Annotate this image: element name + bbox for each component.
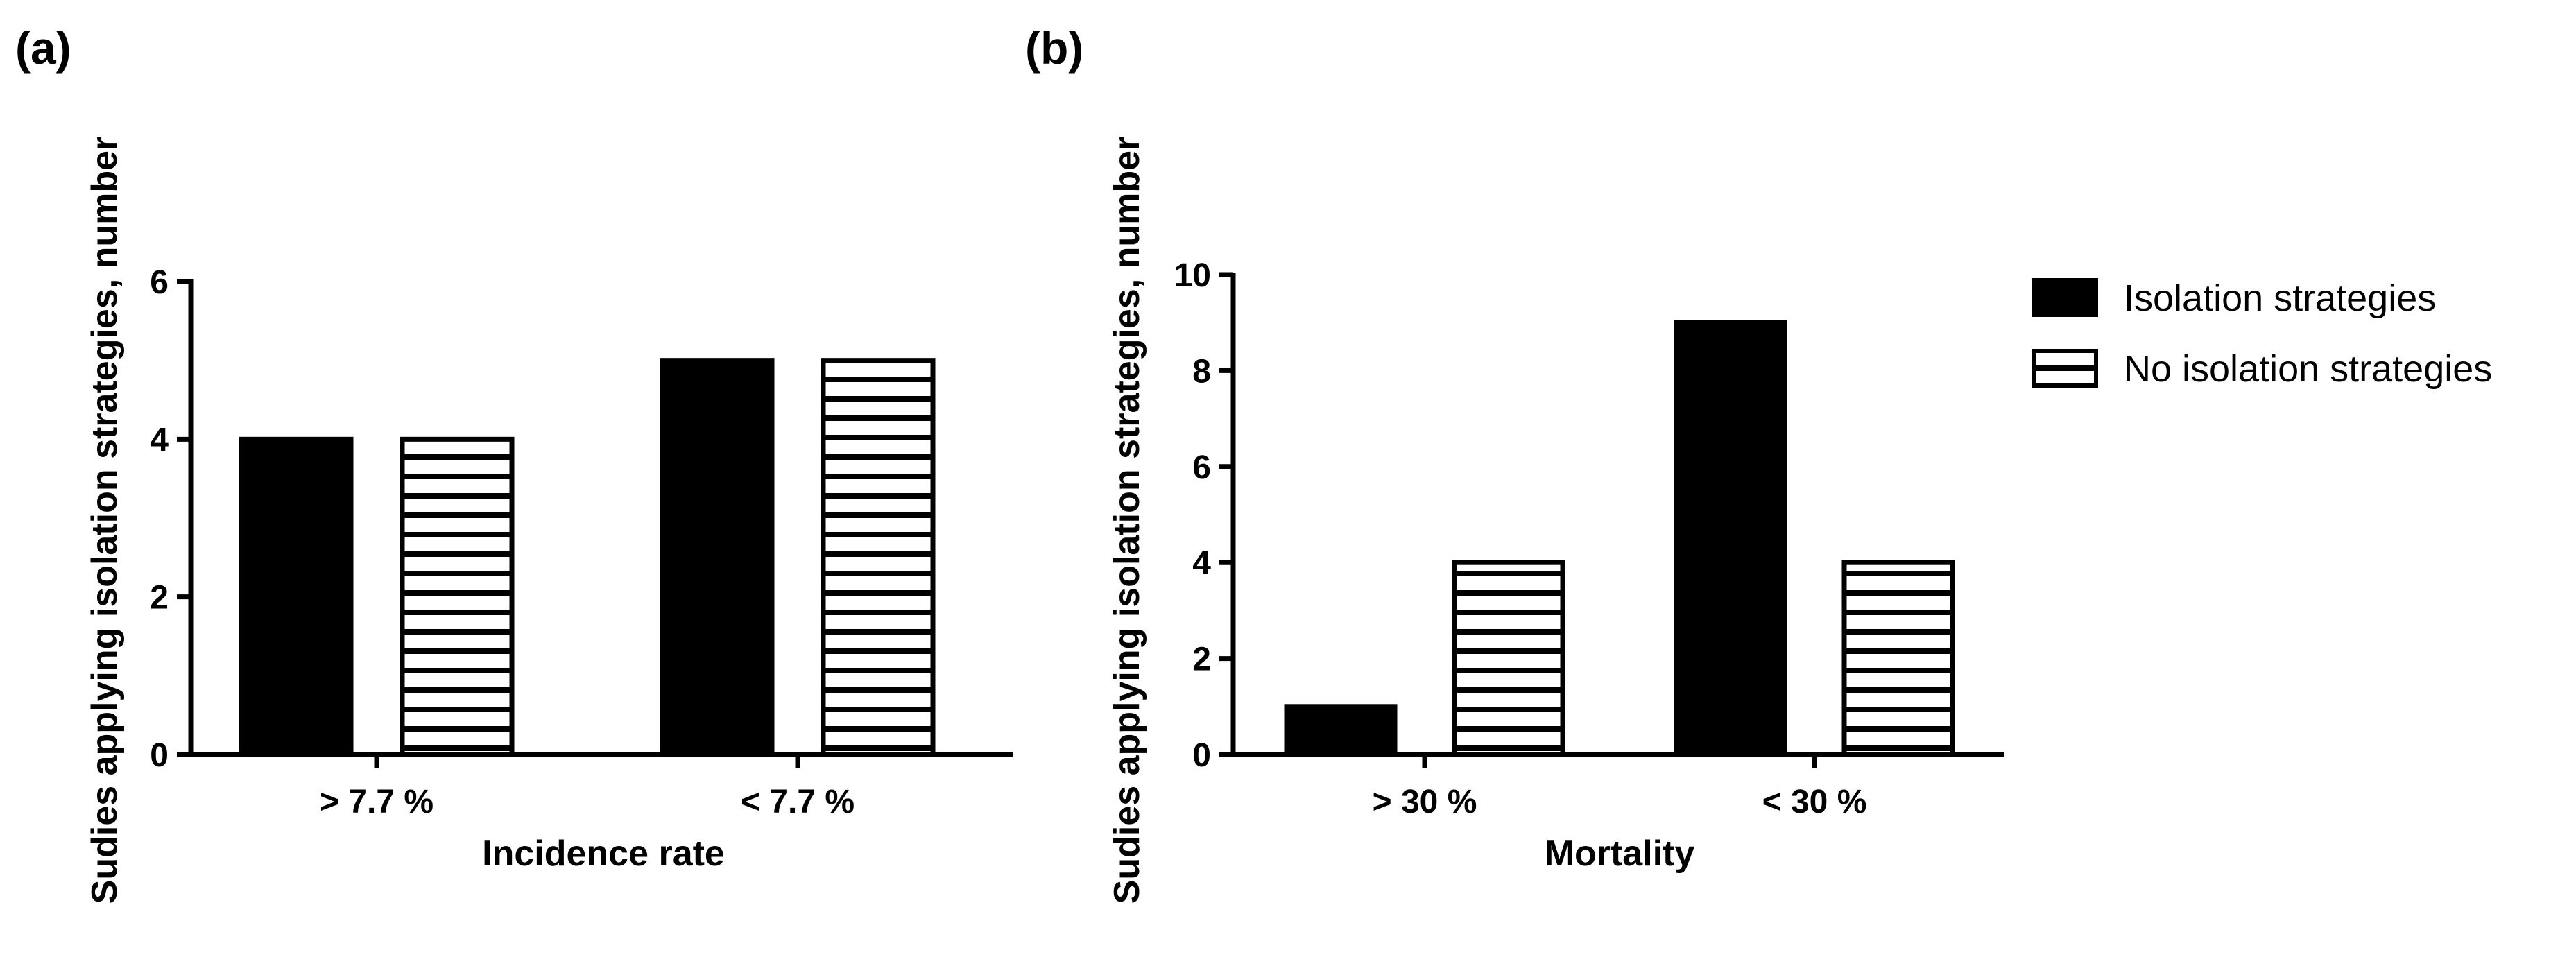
panel-b-bar-no-isolation-0 [1452, 560, 1565, 757]
panel-a-y-tick-label-4: 4 [150, 422, 169, 458]
panel-label-a: (a) [15, 22, 71, 74]
panel-b-x-axis-title: Mortality [1545, 834, 1695, 874]
panel-b-y-tick-label-2: 2 [1192, 641, 1211, 678]
legend-swatch-isolation [2032, 278, 2098, 317]
panel-a-x-tick-label-0: > 7.7 % [320, 784, 433, 820]
panel-b-y-tick-label-10: 10 [1174, 257, 1211, 294]
panel-b-x-tick-label-0: > 30 % [1373, 784, 1477, 820]
panel-b-chart: (b) Sudies applying isolation strategies… [1025, 22, 2004, 904]
panel-a-y-tick-label-0: 0 [150, 737, 169, 774]
panel-a-y-tick-label-2: 2 [150, 580, 169, 617]
panel-b-y-tick-label-6: 6 [1192, 449, 1211, 486]
panel-b-bar-isolation-0 [1284, 704, 1398, 757]
panel-a-x-tick-label-1: < 7.7 % [741, 784, 855, 820]
panel-a-bar-isolation-1 [660, 358, 775, 757]
panel-a-bar-no-isolation-0 [400, 436, 515, 757]
panel-a-y-axis-title: Sudies applying isolation strategies, nu… [85, 137, 125, 904]
legend-label-no-isolation: No isolation strategies [2124, 348, 2492, 390]
panel-a-bar-no-isolation-1 [821, 358, 936, 757]
panel-b-bar-no-isolation-1 [1841, 560, 1955, 757]
panel-label-b: (b) [1025, 22, 1083, 74]
panel-b-y-axis-title: Sudies applying isolation strategies, nu… [1107, 137, 1147, 904]
panel-a-y-tick-label-6: 6 [150, 264, 169, 301]
panel-a-bar-isolation-0 [239, 436, 354, 757]
panel-b-y-tick-label-4: 4 [1192, 545, 1211, 582]
legend-label-isolation: Isolation strategies [2124, 277, 2436, 319]
panel-b-y-tick-label-0: 0 [1192, 737, 1211, 774]
panel-b-bar-isolation-1 [1674, 320, 1787, 757]
panel-b-y-tick-label-8: 8 [1192, 353, 1211, 390]
legend: Isolation strategies No isolation strate… [2032, 277, 2492, 390]
panel-a-x-axis-title: Incidence rate [482, 834, 725, 874]
panel-b-x-tick-label-1: < 30 % [1762, 784, 1867, 820]
panel-a-chart: (a) Sudies applying isolation strategies… [15, 22, 1013, 904]
